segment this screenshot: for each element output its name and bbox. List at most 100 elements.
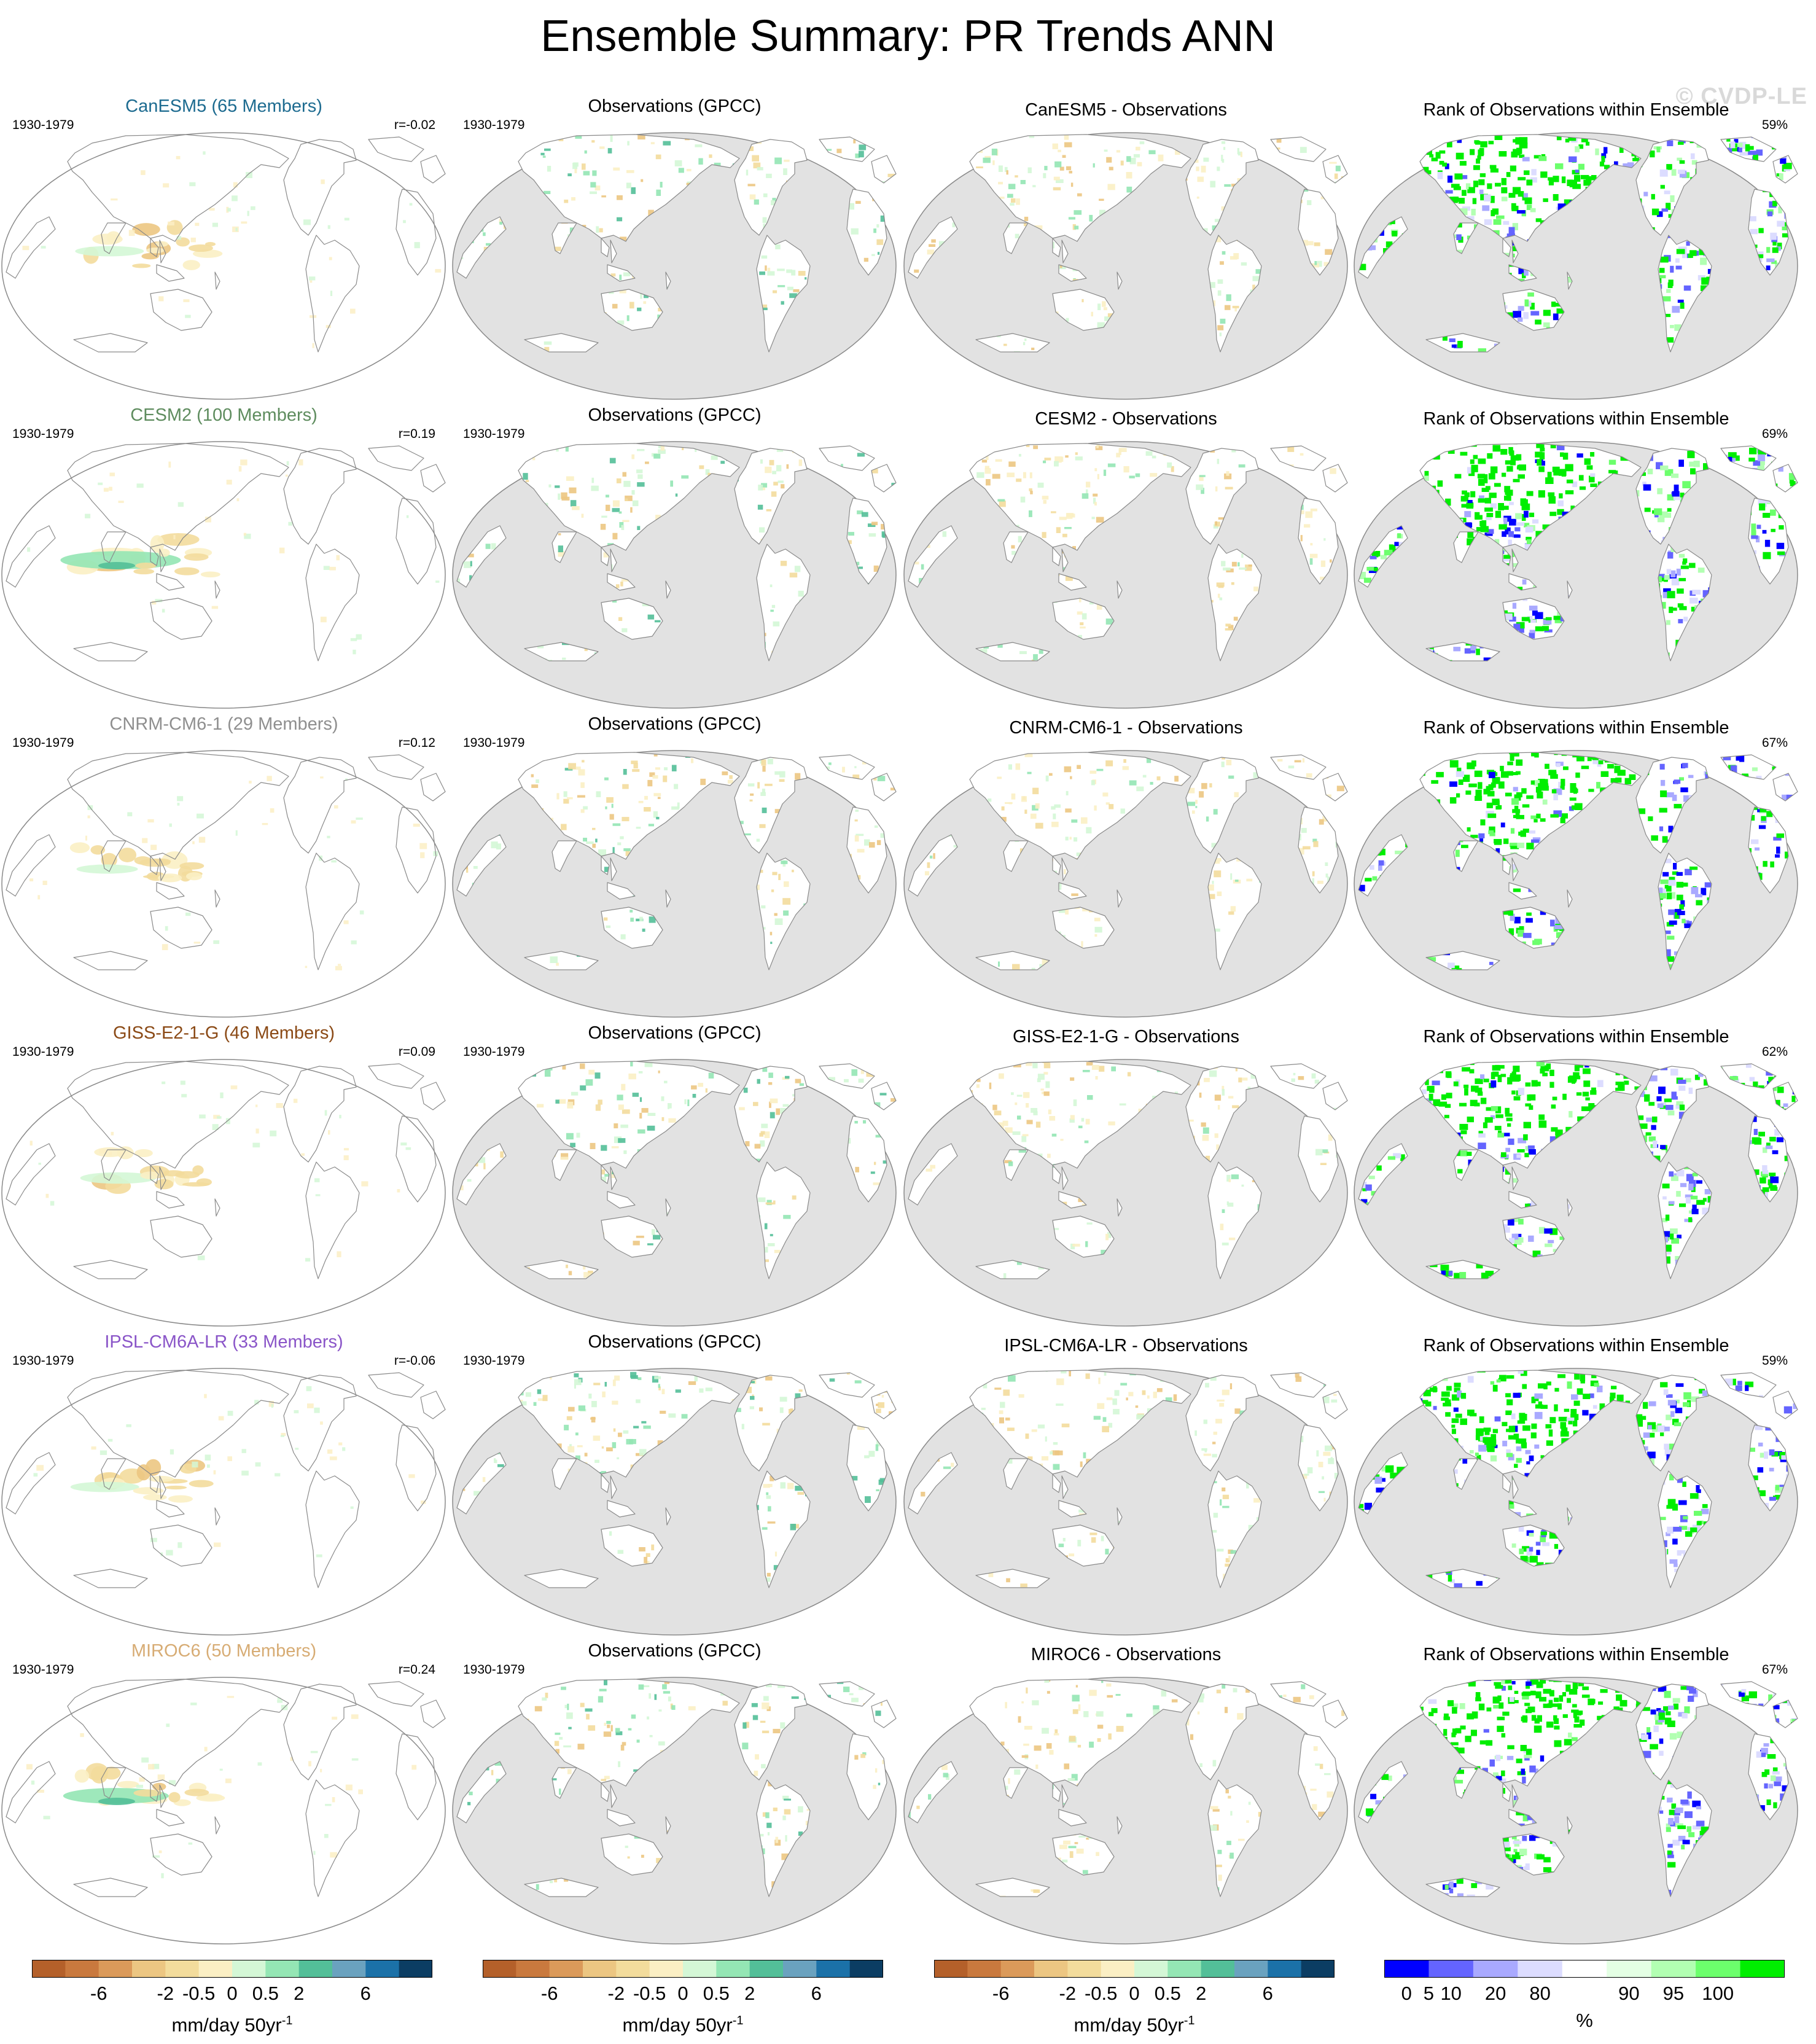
colorbar-swatch bbox=[1428, 1960, 1474, 1978]
colorbar-ticks: -6 -2 -0.5 0 0.5 2 6 bbox=[483, 1983, 883, 2007]
colorbar-tick-label: 0 bbox=[1129, 1983, 1140, 2004]
correlation-label: r=-0.06 bbox=[394, 1354, 435, 1368]
panel-rank: Rank of Observations within Ensemble 67% bbox=[1352, 713, 1800, 1022]
correlation-label: r=0.24 bbox=[398, 1663, 435, 1677]
colorbar-tick-label: 0.5 bbox=[252, 1983, 279, 2004]
panel-difference: CanESM5 - Observations bbox=[902, 95, 1350, 404]
colorbar-swatch bbox=[1134, 1960, 1168, 1978]
panel-rank: Rank of Observations within Ensemble 62% bbox=[1352, 1022, 1800, 1331]
colorbar-swatch bbox=[132, 1960, 166, 1978]
correlation-label: r=0.19 bbox=[398, 427, 435, 441]
colorbar-swatch bbox=[616, 1960, 650, 1978]
colorbar-swatch bbox=[849, 1960, 883, 1978]
map-obs bbox=[452, 1677, 897, 1945]
colorbar-swatch bbox=[583, 1960, 617, 1978]
colorbar-ticks: -6 -2 -0.5 0 0.5 2 6 bbox=[934, 1983, 1335, 2007]
panel-title: GISS-E2-1-G - Observations bbox=[1012, 1027, 1240, 1047]
period-label: 1930-1979 bbox=[12, 118, 74, 132]
panel-title: CNRM-CM6-1 - Observations bbox=[1009, 718, 1243, 738]
map-obs bbox=[452, 1059, 897, 1327]
period-label: 1930-1979 bbox=[12, 427, 74, 441]
colorbar-tick-label: 0 bbox=[1401, 1983, 1412, 2004]
panel-title: CESM2 - Observations bbox=[1035, 409, 1217, 429]
colorbar-tick-label: 0.5 bbox=[1154, 1983, 1181, 2004]
colorbar-units: mm/day 50yr-1 bbox=[171, 2014, 293, 2036]
panel-title: MIROC6 (50 Members) bbox=[131, 1641, 317, 1661]
watermark: © CVDP-LE bbox=[1675, 84, 1807, 109]
colorbar-swatch bbox=[98, 1960, 133, 1978]
panel-title: CanESM5 - Observations bbox=[1025, 100, 1227, 120]
panel-title: Rank of Observations within Ensemble bbox=[1423, 100, 1729, 120]
panel-title: Observations (GPCC) bbox=[588, 96, 762, 116]
map-rank bbox=[1354, 1368, 1798, 1636]
map-diff bbox=[903, 1368, 1348, 1636]
page-title: Ensemble Summary: PR Trends ANN bbox=[540, 12, 1276, 61]
panel-difference: CESM2 - Observations bbox=[902, 404, 1350, 713]
colorbar-tick-label: -2 bbox=[157, 1983, 174, 2004]
colorbar-tick-label: 2 bbox=[1196, 1983, 1207, 2004]
colorbar-tick-label: 0 bbox=[677, 1983, 688, 2004]
colorbar-tick-label: 0.5 bbox=[703, 1983, 730, 2004]
map-rank bbox=[1354, 441, 1798, 709]
map-model bbox=[1, 750, 446, 1018]
colorbar-tick-label: 6 bbox=[1262, 1983, 1273, 2004]
map-model bbox=[1, 132, 446, 400]
panel-title: Observations (GPCC) bbox=[588, 1641, 762, 1661]
colorbar-swatch bbox=[716, 1960, 750, 1978]
colorbar-swatch bbox=[232, 1960, 266, 1978]
panel-title: Rank of Observations within Ensemble bbox=[1423, 718, 1729, 738]
map-rank bbox=[1354, 132, 1798, 400]
rank-percent-label: 62% bbox=[1761, 1045, 1788, 1059]
colorbar-swatch bbox=[65, 1960, 99, 1978]
colorbar-swatch bbox=[749, 1960, 784, 1978]
colorbar-swatch bbox=[1301, 1960, 1335, 1978]
colorbar-units: % bbox=[1576, 2010, 1593, 2031]
colorbar-units: mm/day 50yr-1 bbox=[1074, 2014, 1195, 2036]
panel-title: Rank of Observations within Ensemble bbox=[1423, 1645, 1729, 1664]
period-label: 1930-1979 bbox=[12, 1354, 74, 1368]
panel-title: Rank of Observations within Ensemble bbox=[1423, 409, 1729, 429]
colorbar-swatch bbox=[1607, 1960, 1652, 1978]
correlation-label: r=0.12 bbox=[398, 736, 435, 750]
colorbar-units: mm/day 50yr-1 bbox=[622, 2014, 744, 2036]
panel-title: Rank of Observations within Ensemble bbox=[1423, 1027, 1729, 1047]
colorbar-swatch bbox=[1696, 1960, 1741, 1978]
colorbar-tick-label: 2 bbox=[744, 1983, 755, 2004]
colorbar-swatch bbox=[549, 1960, 583, 1978]
panel-title: GISS-E2-1-G (46 Members) bbox=[113, 1023, 335, 1043]
colorbar-swatch bbox=[365, 1960, 400, 1978]
panel-title: CanESM5 (65 Members) bbox=[125, 96, 322, 116]
colorbar-tick-label: -0.5 bbox=[633, 1983, 666, 2004]
panel-title: CNRM-CM6-1 (29 Members) bbox=[109, 714, 338, 734]
map-diff bbox=[903, 441, 1348, 709]
colorbar-ticks: -6 -2 -0.5 0 0.5 2 6 bbox=[32, 1983, 432, 2007]
colorbar-swatch bbox=[1518, 1960, 1563, 1978]
colorbar-tick-label: 5 bbox=[1423, 1983, 1435, 2004]
panel-model: IPSL-CM6A-LR (33 Members) 1930-1979 r=-0.0… bbox=[0, 1331, 448, 1640]
panel-title: MIROC6 - Observations bbox=[1031, 1645, 1222, 1664]
map-rank bbox=[1354, 1677, 1798, 1945]
panel-difference: CNRM-CM6-1 - Observations bbox=[902, 713, 1350, 1022]
map-obs bbox=[452, 441, 897, 709]
panel-title: Observations (GPCC) bbox=[588, 1332, 762, 1352]
correlation-label: r=0.09 bbox=[398, 1045, 435, 1059]
period-label: 1930-1979 bbox=[463, 427, 525, 441]
colorbar-diff bbox=[934, 1960, 1335, 1978]
panel-rank: Rank of Observations within Ensemble 59% bbox=[1352, 95, 1800, 404]
colorbar-swatch bbox=[1234, 1960, 1268, 1978]
colorbar-swatch bbox=[32, 1960, 66, 1978]
rank-percent-label: 67% bbox=[1761, 1663, 1788, 1677]
map-diff bbox=[903, 1059, 1348, 1327]
colorbar-swatch bbox=[1101, 1960, 1135, 1978]
panel-difference: GISS-E2-1-G - Observations bbox=[902, 1022, 1350, 1331]
colorbar-swatch bbox=[934, 1960, 968, 1978]
colorbar-swatch bbox=[165, 1960, 200, 1978]
map-diff bbox=[903, 132, 1348, 400]
panel-observations: Observations (GPCC) 1930-1979 bbox=[451, 1022, 898, 1331]
panel-title: CESM2 (100 Members) bbox=[130, 405, 318, 425]
period-label: 1930-1979 bbox=[463, 1045, 525, 1059]
panel-model: CanESM5 (65 Members) 1930-1979 r=-0.02 bbox=[0, 95, 448, 404]
panel-title: IPSL-CM6A-LR (33 Members) bbox=[104, 1332, 343, 1352]
colorbar-tick-label: 100 bbox=[1702, 1983, 1734, 2004]
panel-difference: IPSL-CM6A-LR - Observations bbox=[902, 1331, 1350, 1640]
